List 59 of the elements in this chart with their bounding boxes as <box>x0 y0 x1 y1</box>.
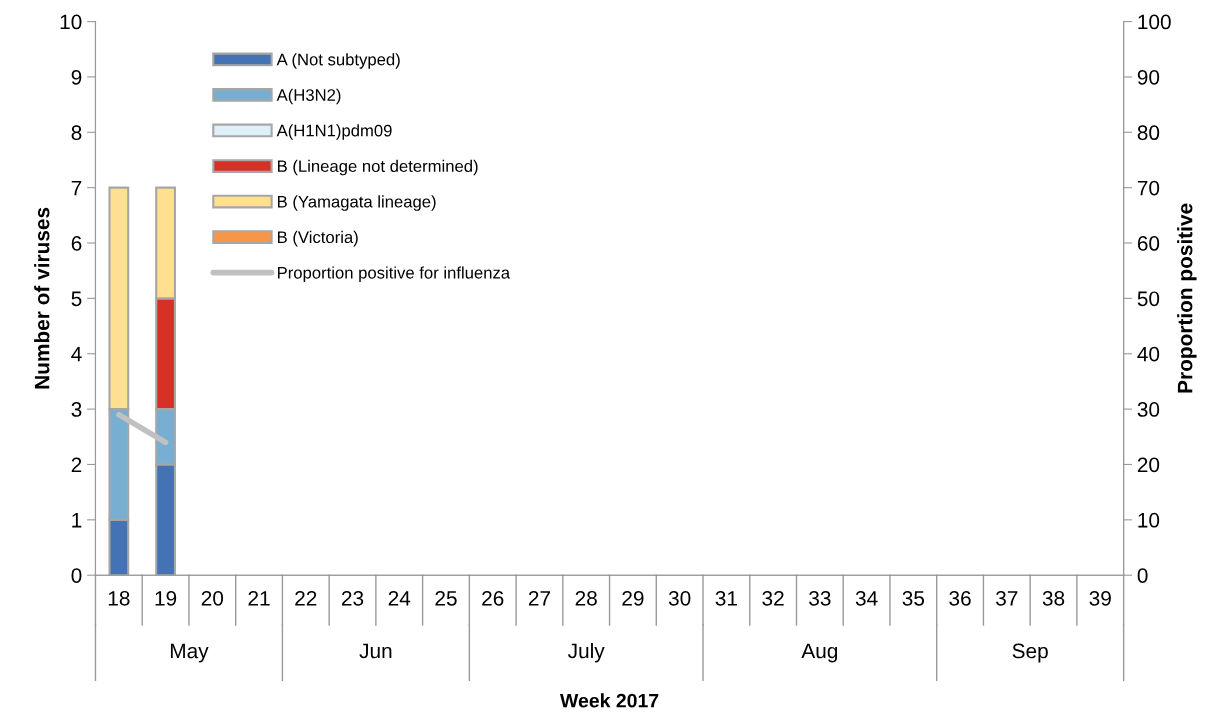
y2-tick-label: 80 <box>1137 125 1160 141</box>
text: Aug <box>801 643 838 663</box>
legend-label: B (Victoria) <box>277 230 358 247</box>
x-tick-label: 39 <box>1089 590 1111 606</box>
y-tick-label: 9 <box>71 69 82 85</box>
y2-tick-label: 90 <box>1137 69 1160 85</box>
y2-tick-label: 0 <box>1137 568 1148 583</box>
x-tick-label: 34 <box>855 590 878 606</box>
x-tick-label: 23 <box>341 590 364 606</box>
x-axis-title: Week 2017 <box>560 693 659 708</box>
x-tick-label: 27 <box>528 590 550 606</box>
y2-tick-label: 30 <box>1137 402 1160 417</box>
y-tick-label: 3 <box>71 402 82 417</box>
y2-tick-label: 100 <box>1138 14 1171 30</box>
y-tick-label: 7 <box>71 180 82 196</box>
text: May <box>170 643 209 663</box>
text: July <box>567 643 605 663</box>
y2-axis-title: Proportion positive <box>1177 203 1197 393</box>
legend-label: Proportion positive for influenza <box>277 266 511 282</box>
x-tick-label: 22 <box>295 590 317 606</box>
y2-tick-label: 50 <box>1137 291 1160 307</box>
x-tick-label: 38 <box>1042 590 1065 606</box>
y2-tick-label: 20 <box>1137 457 1160 473</box>
legend-label: A(H3N2) <box>276 88 341 105</box>
x-tick-label: 20 <box>201 590 224 606</box>
y-axis-title: Number of viruses <box>34 207 50 389</box>
x-tick-label: 18 <box>108 590 130 606</box>
y-tick-label: 1 <box>72 513 82 528</box>
x-tick-label: 30 <box>668 590 691 606</box>
y2-tick-label: 10 <box>1138 512 1160 528</box>
y-tick-label: 8 <box>71 125 82 141</box>
x-tick-label: 35 <box>902 590 925 606</box>
x-tick-label: 26 <box>482 590 504 606</box>
x-tick-label: 28 <box>575 590 597 606</box>
y-tick-label: 6 <box>71 236 82 251</box>
y2-tick-label: 60 <box>1137 236 1160 251</box>
x-tick-label: 36 <box>949 590 971 606</box>
text: Jun <box>359 643 392 659</box>
x-tick-label: 37 <box>996 590 1018 606</box>
y-tick-label: 2 <box>71 457 82 473</box>
x-tick-label: 29 <box>622 590 644 606</box>
x-tick-label: 21 <box>248 590 270 606</box>
x-tick-label: 24 <box>388 590 411 606</box>
x-tick-label: 25 <box>435 590 457 606</box>
y2-tick-label: 70 <box>1137 180 1160 196</box>
y-tick-label: 5 <box>71 291 82 307</box>
legend-label: B (Yamagata lineage) <box>277 195 436 211</box>
y-tick-label: 4 <box>71 346 82 362</box>
x-tick-label: 31 <box>715 590 737 606</box>
text: Sep <box>1012 643 1048 663</box>
y-tick-label: 10 <box>60 14 82 30</box>
x-tick-label: 19 <box>155 590 177 606</box>
legend-label: A(H1N1)pdm09 <box>276 124 392 140</box>
y-tick-label: 0 <box>71 568 82 583</box>
legend-label: A (Not subtyped) <box>276 53 400 69</box>
legend-label: B (Lineage not determined) <box>277 159 478 176</box>
y2-tick-label: 40 <box>1137 346 1160 362</box>
x-tick-label: 32 <box>762 590 784 606</box>
x-tick-label: 33 <box>809 590 831 606</box>
